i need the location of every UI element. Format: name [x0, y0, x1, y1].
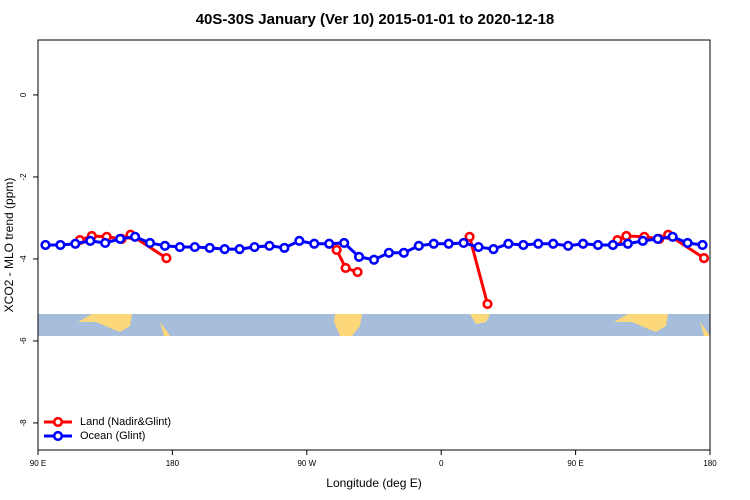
data-point [637, 235, 648, 246]
data-point [383, 247, 395, 258]
x-tick-label: 180 [703, 459, 717, 468]
y-tick-label: -2 [19, 173, 28, 181]
data-point [159, 240, 171, 251]
data-point [533, 238, 544, 249]
data-point [249, 241, 260, 253]
data-point [331, 244, 342, 256]
x-tick-label: 90 W [297, 459, 316, 468]
data-point [548, 238, 559, 249]
data-point [353, 251, 365, 262]
data-point [682, 237, 693, 249]
data-point [458, 237, 469, 249]
land-shape [470, 314, 490, 324]
y-axis-label: XCO2 - MLO trend (ppm) [2, 178, 16, 313]
x-tick-label: 180 [166, 459, 180, 468]
land-shape [78, 314, 132, 332]
y-tick-label: -8 [19, 419, 28, 427]
legend-label: Ocean (Glint) [80, 430, 145, 442]
land-shape [700, 322, 710, 336]
map-strip [38, 314, 710, 336]
data-point [607, 239, 619, 251]
data-point [482, 298, 493, 310]
data-point [115, 233, 126, 244]
land-shape [334, 314, 362, 336]
data-point [100, 237, 111, 249]
legend-label: Land (Nadir&Glint) [80, 416, 171, 428]
data-point [144, 237, 156, 249]
land-shape [160, 322, 170, 336]
data-point [503, 238, 514, 249]
data-point [464, 231, 475, 242]
chart-title: 40S-30S January (Ver 10) 2015-01-01 to 2… [196, 11, 555, 28]
data-point [667, 231, 678, 242]
data-point [398, 247, 409, 258]
data-point [294, 235, 305, 246]
data-point [428, 238, 439, 249]
x-tick-label: 90 E [30, 459, 46, 468]
data-point [129, 231, 141, 242]
legend-marker [52, 416, 64, 428]
plot-frame [37, 39, 711, 451]
data-point [204, 242, 215, 253]
legend-marker [52, 430, 64, 442]
data-point [219, 244, 230, 255]
data-point [340, 262, 351, 274]
data-point [488, 244, 499, 255]
x-tick-label: 0 [439, 459, 444, 468]
x-tick-label: 90 E [567, 459, 583, 468]
data-point [473, 241, 484, 253]
land-shape [614, 314, 668, 332]
data-point [40, 239, 51, 251]
data-point [189, 241, 200, 253]
data-point [698, 253, 710, 264]
data-point [264, 240, 275, 251]
data-point [161, 253, 172, 264]
data-point [309, 238, 320, 249]
data-point [563, 240, 574, 251]
x-axis-label: Longitude (deg E) [326, 476, 421, 490]
ocean-strip [38, 314, 710, 336]
data-point [352, 266, 363, 278]
data-point [368, 254, 380, 265]
data-point [443, 238, 454, 249]
y-tick-label: -6 [19, 337, 28, 345]
data-point [652, 233, 663, 244]
y-tick-label: -4 [19, 255, 28, 263]
data-point [234, 244, 245, 255]
data-point [577, 238, 589, 249]
data-point [413, 240, 424, 251]
data-point [70, 238, 81, 249]
data-point [339, 237, 350, 249]
y-tick-label: 0 [19, 92, 28, 97]
data-point [622, 238, 633, 249]
data-point [324, 238, 335, 249]
data-point [592, 239, 604, 251]
data-point [518, 239, 529, 251]
data-point [85, 235, 96, 246]
data-point [55, 239, 66, 251]
data-point [697, 239, 708, 251]
data-point [621, 230, 632, 242]
data-point [174, 241, 185, 253]
data-point [279, 242, 290, 253]
